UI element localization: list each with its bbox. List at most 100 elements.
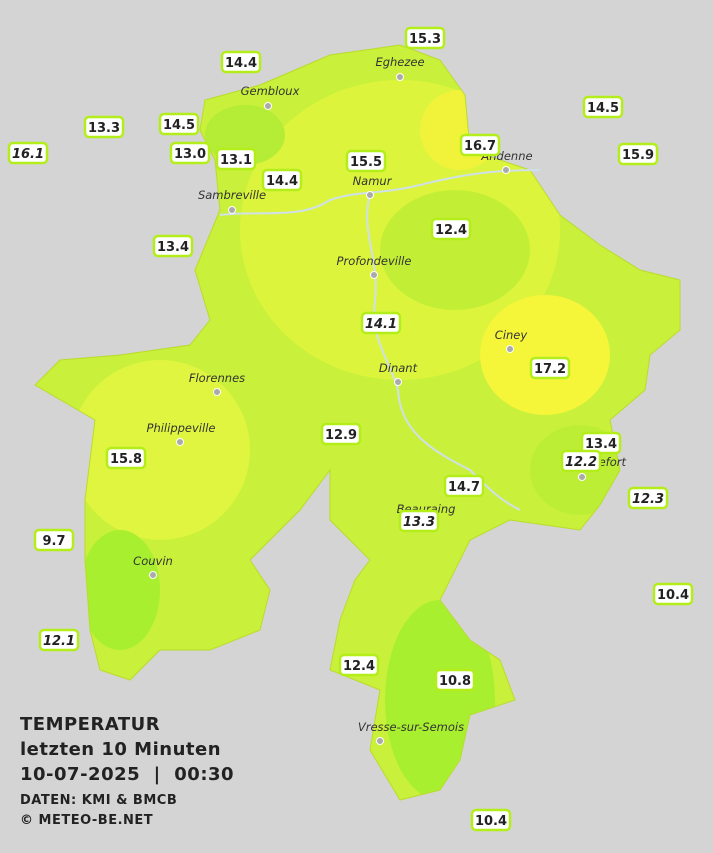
station-value: 15.5 — [350, 155, 382, 170]
station-value: 13.0 — [174, 147, 206, 162]
city-dot — [578, 473, 586, 481]
city-dot — [376, 737, 384, 745]
city-dot — [506, 345, 514, 353]
datetime: 10-07-2025 | 00:30 — [20, 764, 234, 785]
city-dot — [213, 388, 221, 396]
station-value: 13.3 — [88, 121, 120, 136]
station-value: 13.4 — [585, 437, 617, 452]
station-value: 13.1 — [220, 153, 252, 168]
city-dot — [396, 73, 404, 81]
station-label: 15.5 — [345, 149, 387, 173]
station-value: 14.5 — [163, 118, 195, 133]
station-value: 10.4 — [475, 814, 507, 829]
station-box — [529, 356, 571, 380]
station-label: 15.8 — [105, 446, 147, 470]
station-value: 14.4 — [266, 174, 298, 189]
station-box — [627, 486, 669, 510]
city-label: Couvin — [133, 554, 173, 568]
station-box — [83, 115, 125, 139]
station-label: 14.5 — [158, 112, 200, 136]
station-value: 12.2 — [565, 455, 597, 470]
station-box — [360, 311, 402, 335]
city-label: Florennes — [189, 371, 245, 385]
station-label: 10.4 — [652, 582, 694, 606]
station-value: 10.8 — [439, 674, 471, 689]
station-label: 14.5 — [582, 95, 624, 119]
source: DATEN: KMI & BMCB — [20, 793, 177, 808]
station-value: 13.3 — [403, 515, 435, 530]
station-label: 9.7 — [33, 528, 75, 552]
city-label: Sambreville — [198, 188, 266, 202]
station-value: 14.5 — [587, 101, 619, 116]
station-label: 13.4 — [580, 431, 622, 455]
city-dot — [502, 166, 510, 174]
station-box — [560, 449, 602, 473]
city-label: Namur — [353, 174, 393, 188]
station-box — [261, 168, 303, 192]
city-dot — [394, 378, 402, 386]
subtitle: letzten 10 Minuten — [20, 739, 221, 760]
station-box — [404, 26, 446, 50]
station-box — [398, 509, 440, 533]
station-box — [33, 528, 75, 552]
station-value: 15.3 — [409, 32, 441, 47]
city-label: Vresse-sur-Semois — [358, 720, 464, 734]
station-box — [152, 234, 194, 258]
station-label: 15.9 — [617, 142, 659, 166]
station-box — [582, 95, 624, 119]
station-value: 12.4 — [435, 223, 467, 238]
station-value: 16.1 — [12, 147, 44, 162]
station-label: 17.2 — [529, 356, 571, 380]
station-label: 10.8 — [434, 668, 476, 692]
station-box — [7, 141, 49, 165]
station-label: 10.4 — [470, 808, 512, 832]
station-value: 15.8 — [110, 452, 142, 467]
station-box — [617, 142, 659, 166]
station-value: 14.1 — [365, 317, 397, 332]
station-box — [580, 431, 622, 455]
station-label: 12.4 — [430, 217, 472, 241]
station-box — [105, 446, 147, 470]
station-label: 12.4 — [338, 653, 380, 677]
station-box — [459, 133, 501, 157]
station-box — [158, 112, 200, 136]
station-box — [215, 147, 257, 171]
station-value: 15.9 — [622, 148, 654, 163]
station-value: 17.2 — [534, 362, 566, 377]
city-label: Ciney — [495, 328, 528, 342]
city-dot — [228, 206, 236, 214]
station-box — [652, 582, 694, 606]
station-label: 14.1 — [360, 311, 402, 335]
station-label: 13.3 — [83, 115, 125, 139]
city-dot — [149, 571, 157, 579]
station-value: 10.4 — [657, 588, 689, 603]
station-value: 12.1 — [43, 634, 75, 649]
station-label: 15.3 — [404, 26, 446, 50]
station-label: 13.4 — [152, 234, 194, 258]
station-box — [470, 808, 512, 832]
station-box — [345, 149, 387, 173]
station-box — [169, 141, 211, 165]
station-value: 12.4 — [343, 659, 375, 674]
station-label: 13.1 — [215, 147, 257, 171]
station-label: 12.3 — [627, 486, 669, 510]
station-value: 13.4 — [157, 240, 189, 255]
station-box — [338, 653, 380, 677]
copyright: © METEO-BE.NET — [20, 813, 153, 828]
station-box — [320, 422, 362, 446]
city-label: Philippeville — [147, 421, 216, 435]
station-box — [443, 474, 485, 498]
station-label: 16.7 — [459, 133, 501, 157]
station-label: 12.2 — [560, 449, 602, 473]
station-label: 13.0 — [169, 141, 211, 165]
station-value: 14.7 — [448, 480, 480, 495]
station-box — [220, 50, 262, 74]
station-value: 9.7 — [42, 534, 65, 549]
title: TEMPERATUR — [20, 714, 160, 735]
station-value: 14.4 — [225, 56, 257, 71]
station-label: 12.9 — [320, 422, 362, 446]
station-label: 14.4 — [261, 168, 303, 192]
station-label: 14.7 — [443, 474, 485, 498]
station-box — [38, 628, 80, 652]
